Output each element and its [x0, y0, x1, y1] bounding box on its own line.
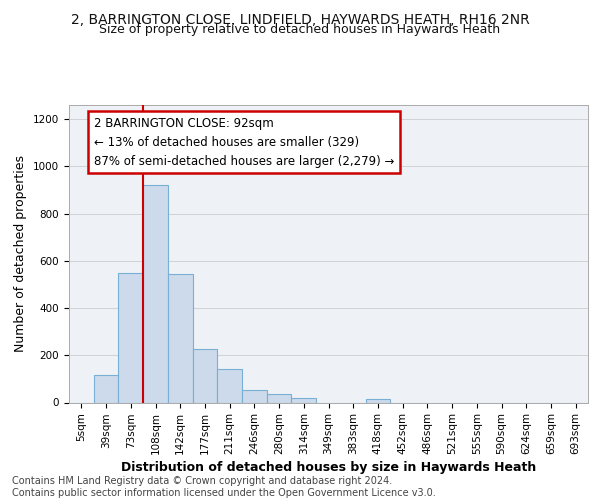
Bar	[365, 399, 390, 402]
Bar	[292, 398, 316, 402]
Text: 2, BARRINGTON CLOSE, LINDFIELD, HAYWARDS HEATH, RH16 2NR: 2, BARRINGTON CLOSE, LINDFIELD, HAYWARDS…	[71, 12, 529, 26]
Bar	[267, 394, 292, 402]
Text: Contains HM Land Registry data © Crown copyright and database right 2024.
Contai: Contains HM Land Registry data © Crown c…	[12, 476, 436, 498]
Y-axis label: Number of detached properties: Number of detached properties	[14, 155, 28, 352]
Bar	[217, 370, 242, 402]
Bar	[193, 350, 217, 403]
Bar	[94, 376, 118, 402]
Bar	[143, 186, 168, 402]
Bar	[118, 272, 143, 402]
Bar	[242, 390, 267, 402]
Text: Size of property relative to detached houses in Haywards Heath: Size of property relative to detached ho…	[100, 24, 500, 36]
Bar	[168, 274, 193, 402]
X-axis label: Distribution of detached houses by size in Haywards Heath: Distribution of detached houses by size …	[121, 462, 536, 474]
Text: 2 BARRINGTON CLOSE: 92sqm
← 13% of detached houses are smaller (329)
87% of semi: 2 BARRINGTON CLOSE: 92sqm ← 13% of detac…	[94, 116, 394, 168]
